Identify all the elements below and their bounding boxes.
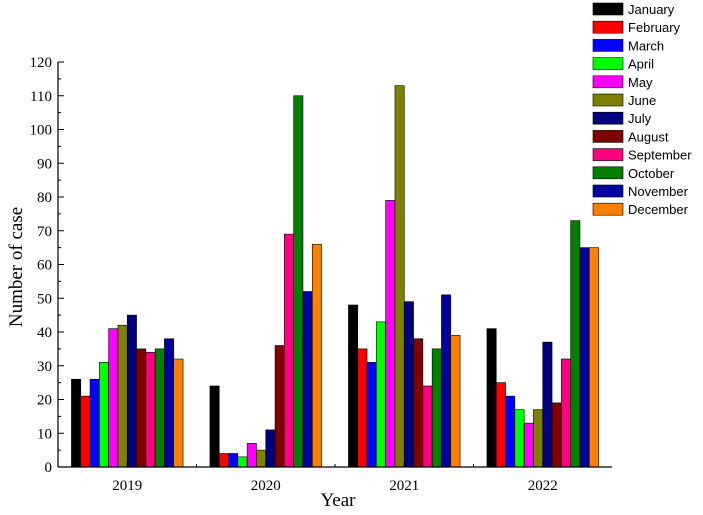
y-tick-label: 60 — [37, 258, 52, 274]
bar-november-2019 — [164, 338, 175, 468]
legend-label-july: July — [628, 111, 652, 126]
bar-october-2022 — [570, 220, 581, 468]
bar-february-2022 — [495, 382, 506, 468]
bar-december-2019 — [173, 358, 184, 468]
bar-march-2019 — [89, 378, 100, 468]
bar-june-2020 — [256, 449, 267, 468]
bar-may-2021 — [385, 200, 396, 468]
bar-december-2020 — [311, 243, 322, 468]
bar-september-2021 — [422, 385, 433, 468]
bar-april-2022 — [514, 409, 525, 468]
y-tick-label: 70 — [37, 224, 52, 240]
bar-may-2020 — [246, 443, 257, 468]
bar-may-2022 — [523, 422, 534, 468]
legend-swatch-january — [592, 2, 624, 16]
x-tick-label-2019: 2019 — [112, 478, 142, 494]
bar-march-2021 — [366, 362, 377, 468]
bar-june-2021 — [394, 85, 405, 468]
y-tick-label: 80 — [37, 190, 52, 206]
legend-swatch-october — [592, 166, 624, 180]
bar-october-2019 — [154, 348, 165, 468]
bar-june-2019 — [117, 324, 128, 468]
y-axis-title: Number of case — [6, 207, 27, 327]
legend-swatch-december — [592, 202, 624, 216]
y-tick-label: 30 — [37, 359, 52, 375]
legend-label-april: April — [628, 57, 654, 72]
x-tick-label-2020: 2020 — [251, 478, 281, 494]
bar-july-2019 — [126, 314, 137, 468]
legend-swatch-may — [592, 75, 624, 89]
bar-march-2020 — [228, 453, 239, 468]
legend-label-february: February — [628, 20, 681, 35]
legend-label-september: September — [628, 148, 692, 163]
bar-september-2020 — [284, 233, 294, 468]
bar-august-2020 — [274, 345, 285, 468]
legend-label-august: August — [628, 129, 669, 144]
legend-label-november: November — [628, 184, 689, 199]
x-tick-label-2021: 2021 — [389, 478, 419, 494]
y-tick-label: 20 — [37, 393, 52, 409]
bar-february-2021 — [357, 348, 368, 468]
bar-july-2020 — [265, 429, 276, 468]
legend-label-december: December — [628, 202, 689, 217]
bar-april-2019 — [99, 362, 109, 468]
bar-november-2020 — [302, 291, 313, 468]
bar-january-2021 — [348, 304, 359, 468]
bar-january-2022 — [486, 328, 497, 468]
legend-swatch-april — [592, 57, 624, 70]
y-tick-label: 40 — [37, 325, 52, 341]
legend-swatch-august — [592, 130, 624, 143]
legend-label-january: January — [628, 2, 675, 17]
bar-september-2019 — [145, 351, 156, 468]
bar-january-2019 — [71, 378, 82, 468]
legend-swatch-february — [592, 20, 624, 34]
legend-label-june: June — [628, 93, 656, 108]
bar-january-2020 — [209, 385, 220, 468]
y-tick-label: 0 — [45, 460, 53, 476]
bar-august-2022 — [551, 402, 562, 468]
bar-august-2019 — [136, 348, 147, 468]
y-tick-label: 100 — [30, 123, 53, 139]
legend-swatch-march — [592, 39, 624, 52]
bar-november-2021 — [441, 294, 452, 468]
bar-february-2019 — [80, 395, 91, 468]
legend-label-may: May — [628, 75, 653, 90]
y-tick-label: 90 — [37, 156, 52, 172]
bars-group — [71, 85, 599, 468]
bar-june-2022 — [533, 409, 544, 468]
bar-april-2021 — [376, 321, 386, 468]
bar-october-2020 — [293, 95, 304, 468]
bar-july-2021 — [403, 301, 414, 468]
bar-november-2022 — [579, 247, 590, 468]
legend: January February March April May June July Augu… — [592, 2, 692, 217]
legend-swatch-july — [592, 111, 624, 125]
y-tick-label: 120 — [30, 55, 53, 71]
legend-label-october: October — [628, 166, 675, 181]
y-tick-label: 10 — [37, 426, 52, 442]
x-axis-title: Year — [320, 490, 356, 511]
bar-may-2019 — [108, 328, 119, 468]
bar-march-2022 — [505, 395, 516, 468]
x-tick-label-2022: 2022 — [528, 478, 558, 494]
y-tick-label: 110 — [30, 89, 52, 105]
bar-december-2021 — [450, 335, 461, 468]
bar-september-2022 — [561, 358, 571, 468]
legend-label-march: March — [628, 38, 664, 53]
bar-october-2021 — [431, 348, 442, 468]
bar-august-2021 — [413, 338, 424, 468]
legend-swatch-june — [592, 93, 624, 107]
y-tick-label: 50 — [37, 291, 52, 307]
bar-july-2022 — [542, 341, 553, 468]
bar-april-2020 — [237, 456, 248, 468]
legend-swatch-september — [592, 148, 624, 161]
x-ticks-group: 2019 2020 2021 2022 — [112, 462, 558, 494]
bar-december-2022 — [588, 247, 599, 468]
legend-swatch-november — [592, 184, 624, 198]
bar-february-2020 — [218, 453, 229, 468]
y-ticks-group: 0 10 20 30 40 50 60 70 80 90 100 110 120 — [30, 55, 64, 476]
